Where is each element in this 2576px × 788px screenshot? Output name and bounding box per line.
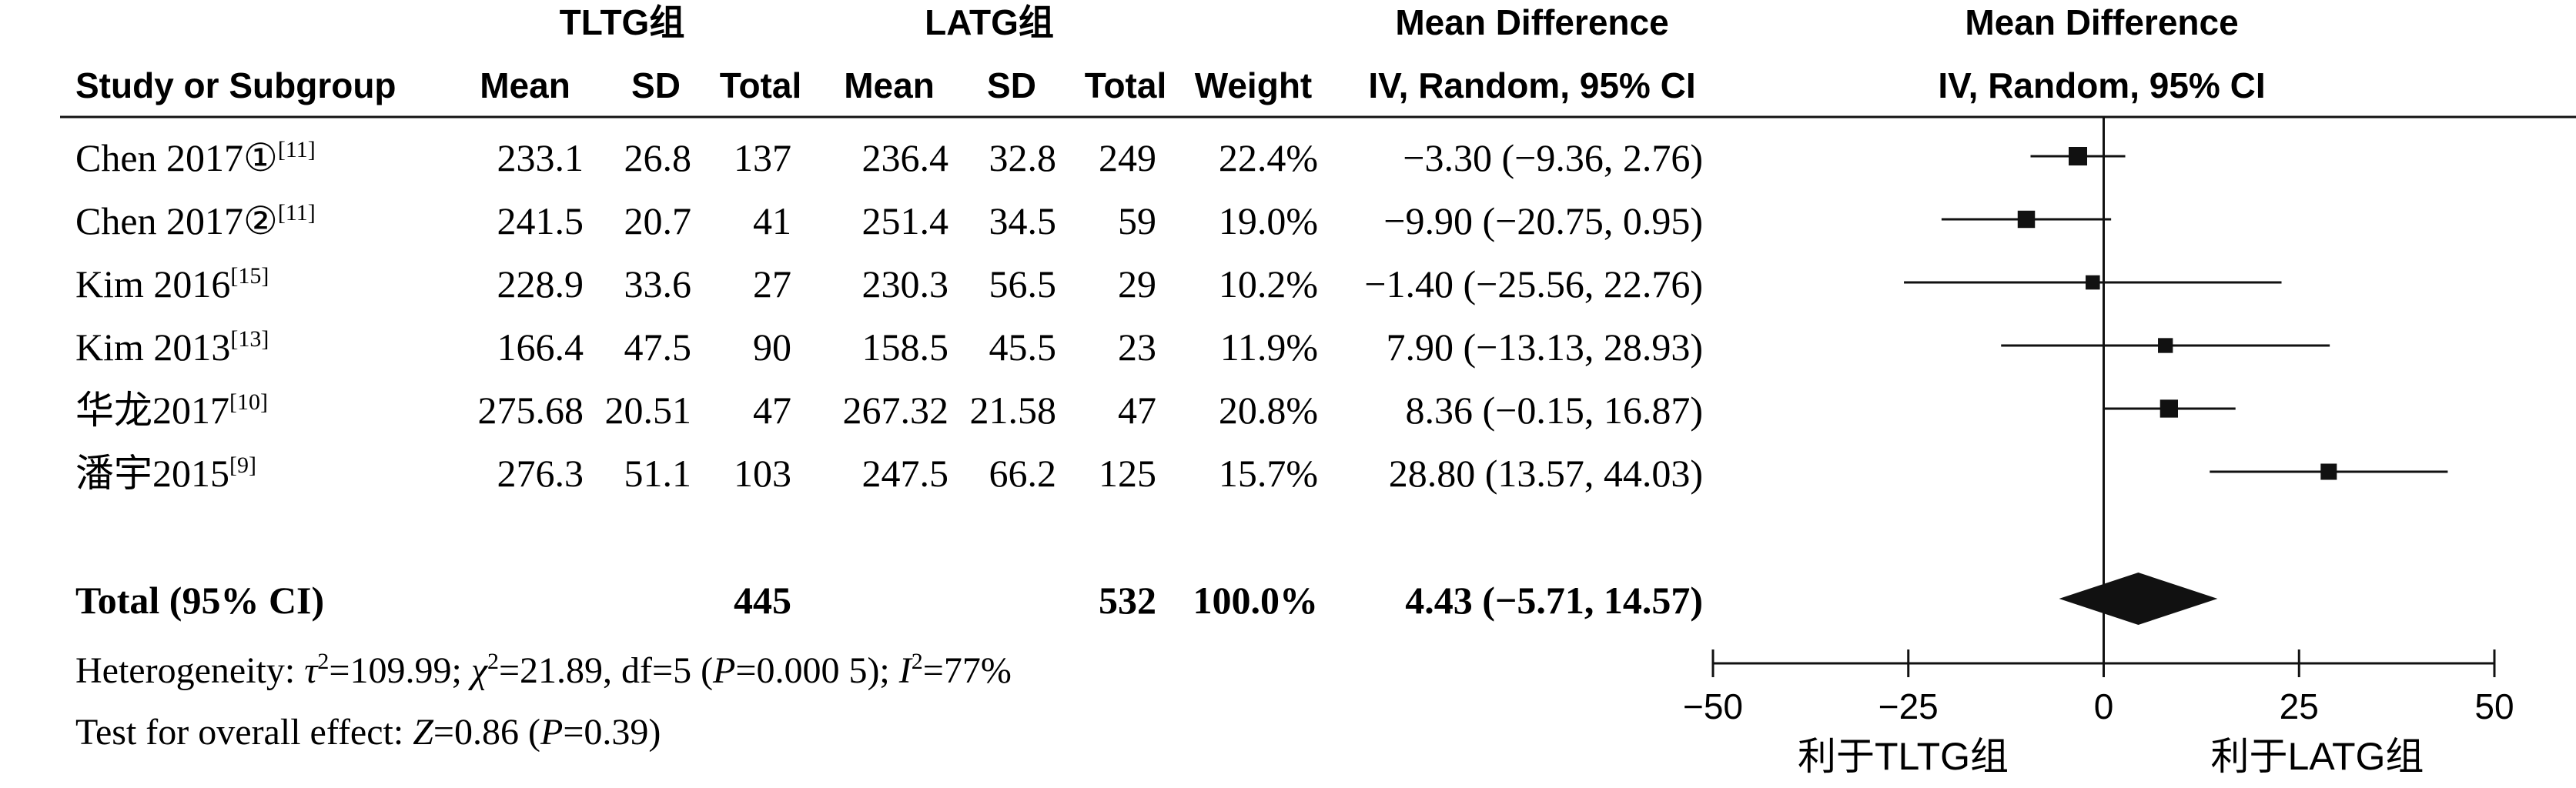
table-row: Chen 2017②[11] 241.5 20.7 41 251.4 34.5 59 19.0… <box>75 199 1703 242</box>
group-header-experimental: TLTG组 <box>560 2 685 42</box>
x-tick-label: 0 <box>2094 686 2114 726</box>
summary-diamond <box>2059 573 2218 625</box>
total-exp-n: 445 <box>734 579 791 622</box>
md-header-title-table: Mean Difference <box>1395 2 1668 42</box>
cell-weight: 22.4% <box>1219 136 1318 179</box>
cell-ctl-mean: 236.4 <box>862 136 949 179</box>
cell-exp-mean: 166.4 <box>497 326 584 369</box>
cell-ctl-sd: 34.5 <box>989 199 1057 242</box>
cell-ctl-sd: 45.5 <box>989 326 1057 369</box>
point-estimate <box>2017 210 2036 229</box>
forest-marks <box>1904 117 2448 663</box>
point-estimate <box>2069 147 2088 165</box>
col-header-ctl-total: Total <box>1085 65 1166 105</box>
total-ci: 4.43 (−5.71, 14.57) <box>1405 579 1703 622</box>
cell-exp-mean: 275.68 <box>478 389 584 432</box>
point-estimate <box>2158 338 2173 353</box>
group-header-control: LATG组 <box>925 2 1054 42</box>
cell-ctl-total: 29 <box>1118 262 1156 306</box>
cell-ctl-mean: 230.3 <box>862 262 949 306</box>
col-header-exp-total: Total <box>720 65 801 105</box>
table-row: Kim 2016[15] 228.9 33.6 27 230.3 56.5 29 10.2% −… <box>75 262 1703 306</box>
x-tick-label: 50 <box>2474 686 2514 726</box>
cell-ci: −3.30 (−9.36, 2.76) <box>1403 136 1703 179</box>
cell-ctl-mean: 158.5 <box>862 326 949 369</box>
study-name: 潘宇2015[9] <box>75 452 256 495</box>
study-name: Chen 2017②[11] <box>75 199 316 242</box>
cell-ctl-sd: 66.2 <box>989 452 1057 495</box>
col-header-exp-mean: Mean <box>480 65 570 105</box>
total-label: Total (95% CI) <box>75 579 324 622</box>
cell-weight: 19.0% <box>1219 199 1318 242</box>
col-header-ctl-sd: SD <box>987 65 1036 105</box>
study-name: 华龙2017[10] <box>75 389 268 432</box>
favours-right-label: 利于LATG组 <box>2211 735 2424 778</box>
cell-weight: 20.8% <box>1219 389 1318 432</box>
md-header-title-plot: Mean Difference <box>1965 2 2238 42</box>
cell-ctl-total: 23 <box>1118 326 1156 369</box>
col-header-exp-sd: SD <box>631 65 681 105</box>
cell-ctl-sd: 21.58 <box>970 389 1057 432</box>
cell-ctl-mean: 247.5 <box>862 452 949 495</box>
x-tick-label: 25 <box>2280 686 2319 726</box>
cell-ci: 7.90 (−13.13, 28.93) <box>1387 326 1704 369</box>
cell-ctl-mean: 267.32 <box>843 389 949 432</box>
point-estimate <box>2159 399 2178 418</box>
x-tick-label: −50 <box>1683 686 1743 726</box>
cell-exp-sd: 51.1 <box>624 452 692 495</box>
cell-exp-total: 137 <box>734 136 791 179</box>
cell-weight: 15.7% <box>1219 452 1318 495</box>
heterogeneity-stats: Heterogeneity: τ2=109.99; χ2=21.89, df=5… <box>75 649 1012 691</box>
col-header-study: Study or Subgroup <box>75 65 396 105</box>
study-name: Chen 2017①[11] <box>75 136 316 179</box>
total-weight: 100.0% <box>1193 579 1319 622</box>
cell-exp-sd: 20.51 <box>605 389 692 432</box>
study-name: Kim 2016[15] <box>75 262 269 306</box>
favours-left-label: 利于TLTG组 <box>1798 735 2009 778</box>
cell-ctl-sd: 56.5 <box>989 262 1057 306</box>
cell-exp-total: 90 <box>753 326 791 369</box>
col-header-ctl-mean: Mean <box>844 65 935 105</box>
cell-exp-mean: 233.1 <box>497 136 584 179</box>
cell-ctl-sd: 32.8 <box>989 136 1057 179</box>
total-ctl-n: 532 <box>1099 579 1156 622</box>
cell-ctl-total: 249 <box>1099 136 1156 179</box>
cell-exp-sd: 33.6 <box>624 262 692 306</box>
cell-ci: 28.80 (13.57, 44.03) <box>1389 452 1703 495</box>
cell-weight: 11.9% <box>1220 326 1318 369</box>
table-row: Chen 2017①[11] 233.1 26.8 137 236.4 32.8 249 22… <box>75 136 1703 179</box>
col-header-md-method-table: IV, Random, 95% CI <box>1368 65 1695 105</box>
cell-exp-mean: 276.3 <box>497 452 584 495</box>
x-tick-label: −25 <box>1878 686 1939 726</box>
cell-exp-total: 47 <box>753 389 791 432</box>
cell-exp-sd: 47.5 <box>624 326 692 369</box>
table-row: 潘宇2015[9] 276.3 51.1 103 247.5 66.2 125 15.7% 28… <box>75 452 1703 495</box>
cell-ctl-total: 125 <box>1099 452 1156 495</box>
cell-ci: 8.36 (−0.15, 16.87) <box>1406 389 1704 432</box>
cell-exp-sd: 20.7 <box>624 199 692 242</box>
study-name: Kim 2013[13] <box>75 326 269 369</box>
col-header-md-method-plot: IV, Random, 95% CI <box>1938 65 2265 105</box>
x-axis: −50 −25 0 25 50 <box>1683 649 2514 726</box>
cell-exp-mean: 228.9 <box>497 262 584 306</box>
cell-ctl-total: 59 <box>1118 199 1156 242</box>
cell-exp-mean: 241.5 <box>497 199 584 242</box>
overall-effect-test: Test for overall effect: Z=0.86 (P=0.39) <box>75 712 661 753</box>
cell-exp-total: 27 <box>753 262 791 306</box>
cell-ci: −1.40 (−25.56, 22.76) <box>1364 262 1703 306</box>
point-estimate <box>2086 275 2100 290</box>
cell-weight: 10.2% <box>1219 262 1318 306</box>
cell-exp-total: 41 <box>753 199 791 242</box>
cell-exp-sd: 26.8 <box>624 136 692 179</box>
cell-ci: −9.90 (−20.75, 0.95) <box>1383 199 1703 242</box>
cell-ctl-mean: 251.4 <box>862 199 949 242</box>
study-rows: Chen 2017①[11] 233.1 26.8 137 236.4 32.8 249 22… <box>75 136 1703 495</box>
cell-exp-total: 103 <box>734 452 791 495</box>
table-row: 华龙2017[10] 275.68 20.51 47 267.32 21.58 47 20.8… <box>75 389 1703 432</box>
table-row: Kim 2013[13] 166.4 47.5 90 158.5 45.5 23 11.9% 7… <box>75 326 1703 369</box>
point-estimate <box>2320 463 2337 480</box>
cell-ctl-total: 47 <box>1118 389 1156 432</box>
col-header-weight: Weight <box>1195 65 1312 105</box>
